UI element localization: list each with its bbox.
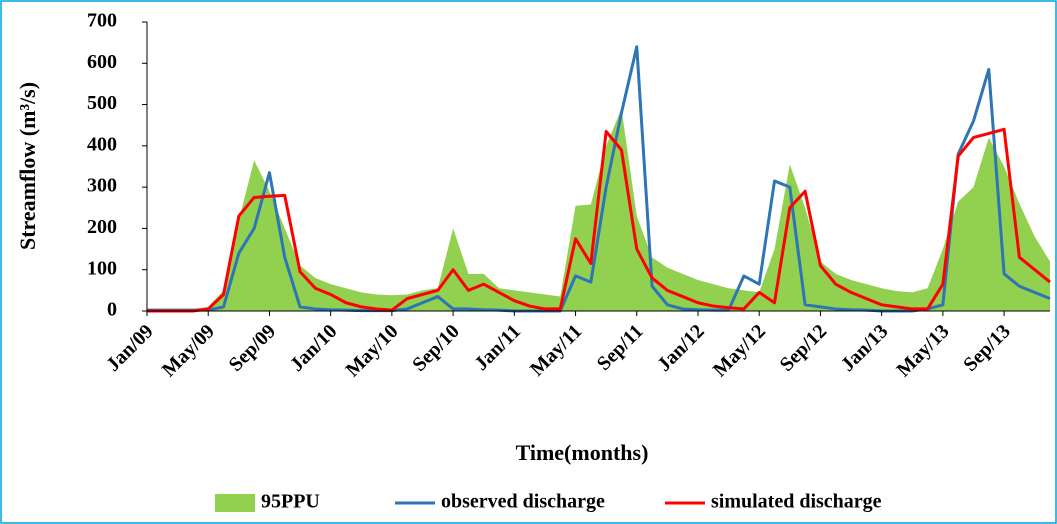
- y-axis-label: Streamflow (m³/s): [15, 82, 40, 250]
- y-tick-label: 200: [87, 216, 117, 238]
- legend-swatch: [215, 494, 255, 512]
- line: [147, 127, 1051, 313]
- x-axis-label: Time(months): [516, 440, 649, 465]
- y-tick-label: 0: [107, 299, 117, 321]
- legend-label: simulated discharge: [711, 491, 882, 513]
- y-tick-label: 500: [87, 92, 117, 114]
- legend-label: 95PPU: [261, 491, 320, 513]
- y-tick-label: 700: [87, 10, 117, 32]
- y-tick-label: 100: [87, 257, 117, 279]
- y-tick-label: 600: [87, 51, 117, 73]
- legend-label: observed discharge: [441, 491, 605, 513]
- y-tick-label: 400: [87, 133, 117, 155]
- y-tick-label: 300: [87, 175, 117, 197]
